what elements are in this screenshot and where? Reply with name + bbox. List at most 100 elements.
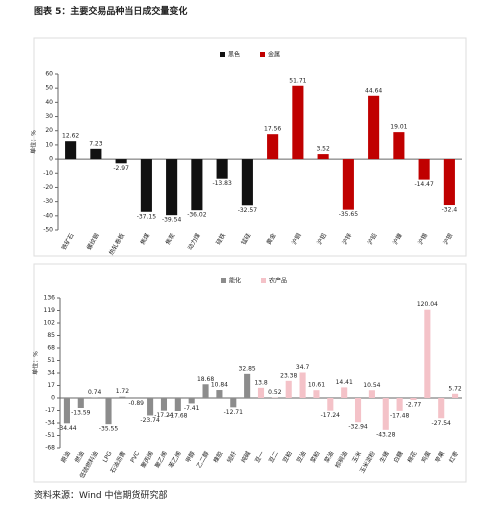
legend-label: 金属: [268, 51, 280, 59]
y-tick-label: 30: [45, 113, 53, 120]
bar: [354, 398, 362, 423]
bar: [91, 397, 98, 398]
bar: [424, 309, 431, 398]
x-tick-label: 沪铜: [290, 232, 303, 246]
bar: [188, 398, 195, 404]
data-label: 7.23: [89, 140, 103, 147]
x-tick-label: 硅铁: [214, 232, 227, 246]
x-tick-label: 豆一: [254, 450, 266, 464]
data-label: -14.47: [414, 181, 434, 188]
y-tick-label: 136: [44, 295, 56, 302]
data-label: -35.65: [339, 211, 359, 218]
bar: [368, 390, 375, 398]
data-label: 34.7: [296, 364, 310, 371]
x-tick-label: 聚丙烯: [139, 450, 155, 470]
y-tick-label: 0: [49, 156, 53, 163]
data-label: -7.41: [184, 405, 200, 412]
bar: [105, 398, 112, 425]
data-label: -17.48: [390, 412, 410, 419]
bar: [382, 398, 389, 430]
data-label: -39.54: [162, 217, 182, 224]
source-note: 资料来源：Wind 中信期货研究部: [34, 491, 168, 501]
bar: [393, 132, 405, 160]
y-tick-label: -30: [43, 198, 53, 205]
legend-label: 能化: [229, 277, 241, 285]
data-label: 5.72: [448, 385, 462, 392]
x-tick-label: 红枣: [447, 450, 460, 464]
data-label: 1.72: [116, 388, 130, 395]
x-tick-label: 甲醇: [184, 450, 197, 464]
data-label: 18.68: [197, 376, 214, 383]
x-tick-label: 棕榈油: [333, 450, 349, 470]
bar: [166, 159, 178, 216]
y-tick-label: 17: [47, 382, 55, 389]
bar: [452, 393, 459, 398]
y-tick-label: 51: [47, 357, 55, 364]
data-label: 17.56: [264, 126, 281, 133]
bar: [191, 159, 203, 211]
bar: [443, 159, 455, 206]
chart-frame: [33, 263, 467, 483]
legend-label: 黑色: [228, 51, 240, 59]
x-tick-label: 白糖: [392, 450, 405, 464]
bar: [147, 398, 154, 416]
data-label: -32.57: [238, 207, 258, 214]
x-tick-label: 沪锌: [340, 232, 353, 246]
bar: [202, 384, 209, 398]
data-label: 19.01: [390, 124, 407, 131]
bar: [77, 398, 84, 408]
chart-frame: [33, 37, 467, 257]
bar: [160, 398, 168, 411]
data-label: -0.89: [128, 400, 144, 407]
bar: [140, 159, 152, 212]
x-tick-label: 乙二醇: [195, 450, 211, 470]
bar: [299, 372, 306, 398]
x-tick-label: 焦煤: [138, 232, 151, 246]
x-tick-label: 苯乙烯: [167, 450, 183, 470]
bar: [410, 398, 417, 401]
data-label: -37.15: [137, 213, 157, 220]
data-label: -17.24: [321, 412, 341, 419]
bar: [285, 380, 292, 398]
bar: [244, 373, 251, 398]
data-label: 12.62: [62, 133, 79, 140]
data-label: 10.84: [211, 382, 228, 389]
x-tick-label: 动力煤: [186, 232, 202, 252]
y-tick-label: 119: [44, 307, 56, 314]
y-tick-label: 68: [47, 345, 55, 352]
bar: [267, 134, 279, 160]
data-label: -34.44: [57, 425, 77, 432]
data-label: -12.71: [224, 409, 244, 416]
data-label: -13.59: [71, 409, 91, 416]
y-tick-label: -17: [45, 407, 55, 414]
data-label: 23.38: [280, 372, 297, 379]
y-tick-label: -20: [43, 184, 53, 191]
bar: [63, 398, 70, 424]
data-label: 14.41: [336, 379, 353, 386]
x-tick-label: 聚乙烯: [153, 450, 169, 470]
data-label: 10.61: [308, 382, 325, 389]
data-label: 3.52: [316, 146, 330, 153]
y-tick-label: 40: [45, 99, 53, 106]
data-label: -43.28: [376, 431, 396, 438]
legend-swatch: [261, 278, 266, 283]
data-label: 0.52: [268, 389, 282, 396]
bar: [65, 141, 77, 160]
bar: [119, 396, 126, 398]
data-label: -35.55: [99, 426, 119, 433]
y-tick-label: 60: [45, 71, 53, 78]
x-tick-label: PVC: [129, 450, 141, 464]
bar: [341, 387, 348, 398]
data-label: -36.02: [187, 212, 207, 219]
bar: [327, 398, 334, 411]
data-label: 13.8: [254, 379, 268, 386]
x-tick-label: 豆油: [295, 450, 308, 464]
x-tick-label: 豆粕: [281, 450, 294, 464]
y-tick-label: 102: [44, 320, 56, 327]
bar: [418, 159, 430, 180]
x-tick-label: 棉花: [406, 450, 419, 464]
x-tick-label: 螺纹钢: [85, 232, 101, 252]
x-tick-label: LPG: [102, 450, 114, 464]
bar: [292, 85, 304, 160]
